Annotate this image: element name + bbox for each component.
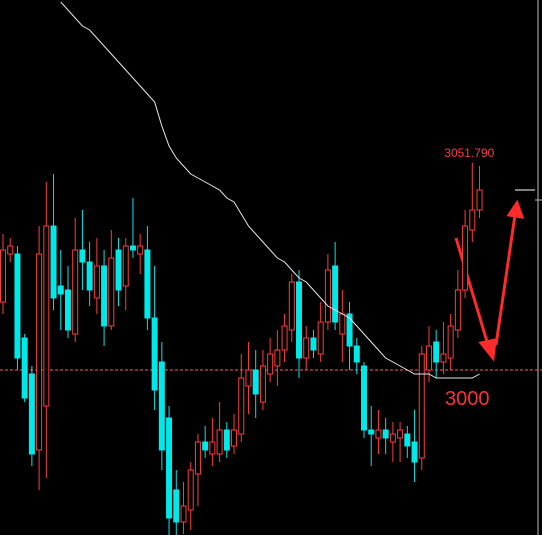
candle-body	[389, 433, 396, 443]
candle-body	[353, 345, 360, 363]
candle-body	[86, 261, 93, 291]
candle-body	[122, 245, 129, 287]
candle-body	[411, 441, 418, 463]
candle-body	[223, 429, 230, 451]
candle-body	[36, 253, 43, 451]
candle-body	[425, 345, 432, 371]
candle-body	[317, 321, 324, 355]
candle-body	[194, 441, 201, 475]
candle-body	[288, 281, 295, 331]
candle-body	[310, 337, 317, 351]
candle-body	[50, 225, 57, 299]
candle-body	[144, 249, 151, 319]
candle-body	[180, 505, 187, 523]
arrow-head	[506, 199, 525, 219]
candle-body	[79, 249, 86, 263]
candle-body	[173, 489, 180, 523]
candle-body	[101, 265, 108, 327]
candle-body	[281, 325, 288, 351]
candle-body	[137, 245, 144, 255]
candle-body	[238, 377, 245, 435]
candle-body	[216, 429, 223, 455]
candle-body	[267, 353, 274, 375]
candle-body	[166, 417, 173, 519]
candle-body	[476, 189, 483, 211]
candle-body	[259, 365, 266, 403]
candle-body	[108, 257, 115, 327]
candle-body	[454, 289, 461, 331]
candle-body	[447, 325, 454, 359]
candle-body	[440, 353, 447, 363]
candle-body	[57, 285, 64, 295]
candle-body	[361, 365, 367, 431]
candle-body	[433, 341, 440, 363]
candle-body	[404, 433, 411, 447]
candle-body	[397, 429, 404, 439]
candle-body	[469, 209, 476, 231]
candle-body	[303, 337, 310, 359]
annotation-arrows	[454, 199, 525, 362]
candle-body	[368, 429, 375, 435]
candle-body	[151, 317, 158, 391]
candle-body	[375, 429, 382, 439]
candle-body	[346, 313, 353, 347]
candle-body	[0, 249, 6, 303]
candle-body	[7, 245, 14, 255]
candle-body	[93, 265, 100, 299]
candle-body	[21, 337, 28, 399]
candle-body	[187, 469, 194, 511]
candle-body	[231, 429, 238, 447]
candle-body	[274, 349, 281, 367]
level-label: 3000	[445, 388, 490, 410]
arrow-down	[454, 237, 490, 346]
candle-body	[245, 369, 252, 387]
arrow-head	[478, 338, 497, 362]
arrow-up	[494, 214, 517, 346]
candle-body	[14, 253, 21, 359]
moving-average	[60, 1, 480, 379]
candle-body	[339, 313, 346, 335]
high-label: 3051.790	[444, 146, 494, 160]
candle-body	[296, 281, 303, 359]
candle-body	[202, 441, 209, 451]
candle-body	[332, 265, 339, 323]
candle-body	[252, 369, 259, 395]
candle-body	[209, 441, 216, 455]
candle-body	[72, 249, 79, 335]
candle-body	[129, 245, 136, 251]
candle-body	[324, 269, 331, 323]
candle-body	[64, 289, 71, 331]
candle-body	[43, 225, 50, 407]
candle-body	[28, 373, 35, 455]
candle-body	[462, 225, 469, 291]
candle-body	[418, 353, 425, 459]
candle-body	[382, 429, 389, 439]
candle-body	[158, 361, 165, 451]
candle-body	[115, 249, 122, 291]
